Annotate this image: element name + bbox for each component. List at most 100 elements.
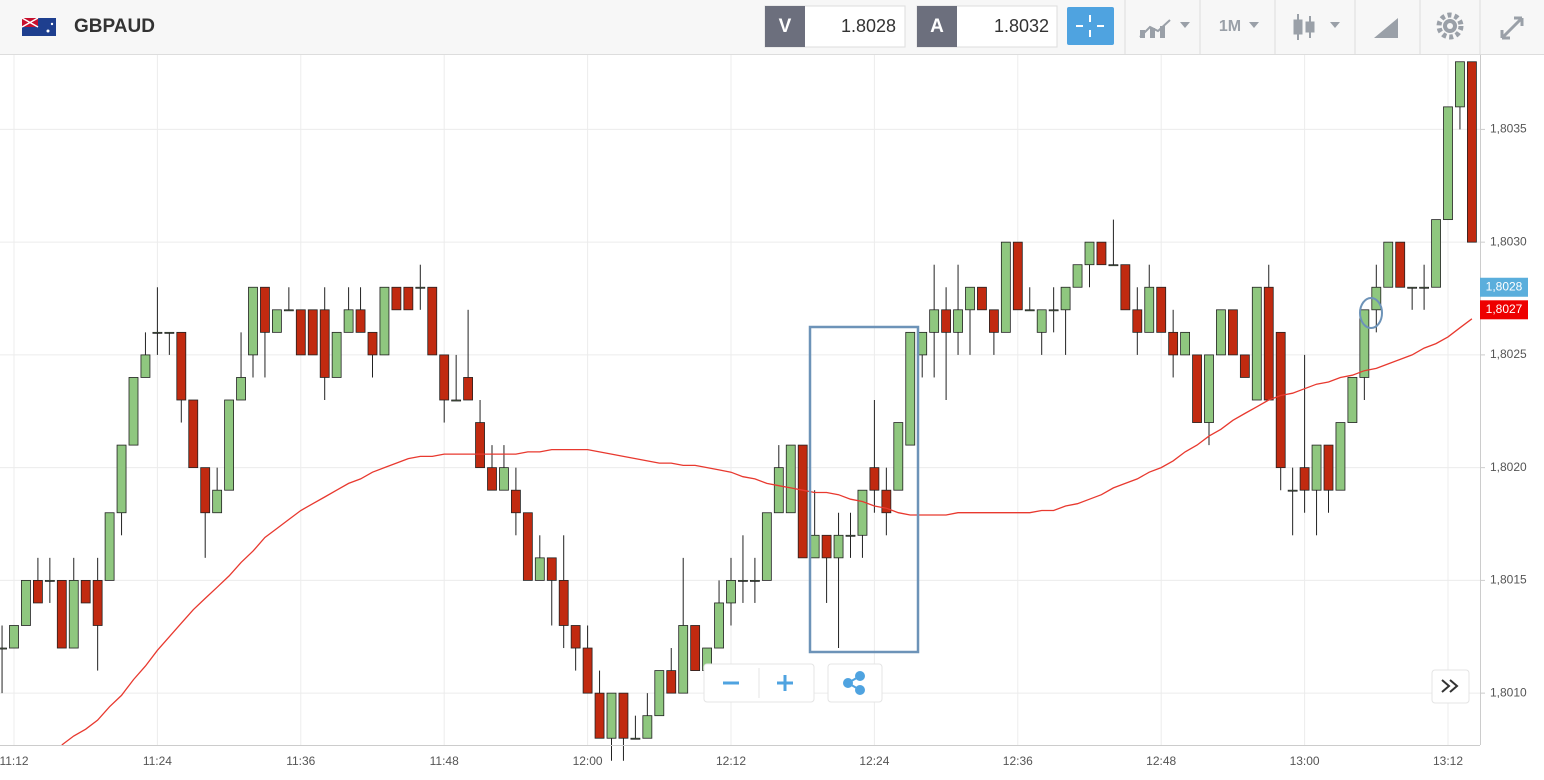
candle-body	[1311, 444, 1322, 491]
candle-body	[1072, 264, 1083, 288]
candle-body	[44, 579, 55, 582]
candle-body	[236, 377, 246, 401]
moving-average-line	[61, 318, 1473, 746]
candle-body	[678, 625, 689, 694]
candle-body	[439, 354, 450, 401]
candle-body	[905, 331, 916, 446]
candle-body	[463, 377, 474, 401]
candle-body	[331, 331, 342, 378]
candle-body	[1323, 444, 1334, 491]
candle-body	[1347, 377, 1358, 423]
candle-body	[9, 625, 19, 649]
candle-body	[714, 602, 724, 649]
candle-body	[1455, 61, 1465, 108]
chart-type-button[interactable]	[1139, 19, 1190, 38]
candle-body	[1275, 331, 1286, 469]
x-tick-label: 13:00	[1290, 754, 1320, 768]
scroll-end-button[interactable]	[1431, 669, 1470, 704]
candle-body	[618, 692, 629, 739]
candle-body	[188, 399, 199, 469]
candle-body	[1467, 61, 1477, 243]
candle-body	[558, 579, 569, 626]
x-tick-label: 13:12	[1433, 754, 1463, 768]
crosshair-button[interactable]	[1067, 7, 1114, 45]
candle-body	[845, 534, 856, 537]
candle-body	[1419, 286, 1429, 289]
candle-body	[212, 489, 223, 514]
candle-body	[176, 331, 187, 401]
candle-body	[140, 354, 151, 378]
candle-body	[68, 579, 79, 649]
candle-body	[1120, 264, 1131, 311]
candle-body	[989, 309, 999, 333]
candle-body	[21, 579, 31, 626]
candle-body	[451, 399, 462, 402]
candle-body	[666, 670, 677, 694]
candle-body	[1431, 219, 1441, 288]
candle-body	[1024, 309, 1035, 312]
candle-body	[594, 692, 605, 739]
sell-badge	[765, 6, 805, 47]
candle-body	[522, 512, 533, 581]
candle-body	[773, 467, 784, 514]
y-tick-label: 1,8020	[1490, 460, 1527, 474]
candle-body	[857, 489, 868, 536]
settings-button[interactable]	[1436, 12, 1464, 40]
candle-body	[319, 309, 330, 378]
share-button[interactable]	[843, 671, 865, 695]
candle-body	[391, 286, 402, 311]
x-tick-label: 12:48	[1146, 754, 1176, 768]
candle-body	[546, 557, 557, 581]
candle-body	[809, 534, 820, 559]
candle-body	[1156, 286, 1167, 333]
candle-body	[1084, 241, 1095, 266]
candle-body	[1036, 309, 1047, 333]
candle-body	[260, 286, 270, 333]
zoom-controls	[703, 663, 883, 703]
timeframe-button[interactable]: 1M	[1219, 18, 1241, 35]
candle-body	[821, 534, 832, 559]
candle-body	[642, 715, 653, 739]
candle-body	[977, 286, 987, 311]
candle-body	[654, 670, 665, 717]
candle-button[interactable]	[1293, 14, 1340, 40]
candle-body	[224, 399, 235, 491]
x-tick-label: 11:48	[430, 754, 459, 768]
candle-body	[403, 286, 414, 311]
fullscreen-button[interactable]	[1500, 16, 1524, 40]
timeframe-caret	[1249, 22, 1259, 28]
candle-body	[1192, 354, 1202, 423]
candle-body	[881, 489, 892, 514]
drawing-button[interactable]	[1374, 18, 1398, 38]
candle-body	[152, 331, 163, 334]
candle-body	[0, 647, 7, 650]
symbol: GBPAUD	[74, 16, 155, 37]
x-tick-label: 12:24	[859, 754, 889, 768]
candle-body	[1108, 264, 1119, 267]
candle-body	[92, 579, 103, 626]
buy-label: A	[930, 16, 944, 37]
candle-body	[343, 309, 354, 333]
candle-body	[355, 309, 366, 333]
candle-body	[1251, 286, 1262, 401]
price-label-box	[1480, 300, 1528, 320]
candle-body	[1060, 286, 1071, 311]
price-label: 1,8028	[1486, 279, 1523, 293]
y-tick-label: 1,8030	[1490, 234, 1527, 248]
flag	[21, 17, 56, 36]
buy-price: 1.8032	[994, 16, 1049, 36]
candle-body	[1263, 286, 1274, 401]
price-label-box	[1480, 277, 1528, 297]
candle-body	[271, 309, 282, 333]
candle-body	[307, 309, 318, 356]
candle-body	[570, 625, 581, 649]
candle-body	[785, 444, 796, 514]
candle-body	[200, 467, 211, 514]
buy-badge	[917, 6, 957, 47]
candle-body	[427, 286, 438, 356]
x-tick-label: 12:36	[1003, 754, 1033, 768]
candle-body	[1096, 241, 1107, 266]
zoom-in-button[interactable]	[777, 675, 793, 691]
